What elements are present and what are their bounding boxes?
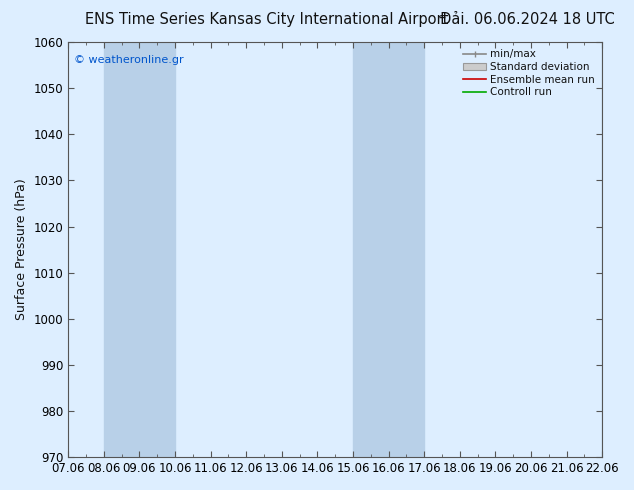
Text: ENS Time Series Kansas City International Airport: ENS Time Series Kansas City Internationa… <box>84 12 448 27</box>
Bar <box>104 42 175 457</box>
Text: © weatheronline.gr: © weatheronline.gr <box>74 54 183 65</box>
Legend: min/max, Standard deviation, Ensemble mean run, Controll run: min/max, Standard deviation, Ensemble me… <box>461 47 597 99</box>
Y-axis label: Surface Pressure (hPa): Surface Pressure (hPa) <box>15 179 28 320</box>
Text: Đải. 06.06.2024 18 UTC: Đải. 06.06.2024 18 UTC <box>440 12 615 27</box>
Bar <box>602 42 634 457</box>
Bar <box>353 42 424 457</box>
